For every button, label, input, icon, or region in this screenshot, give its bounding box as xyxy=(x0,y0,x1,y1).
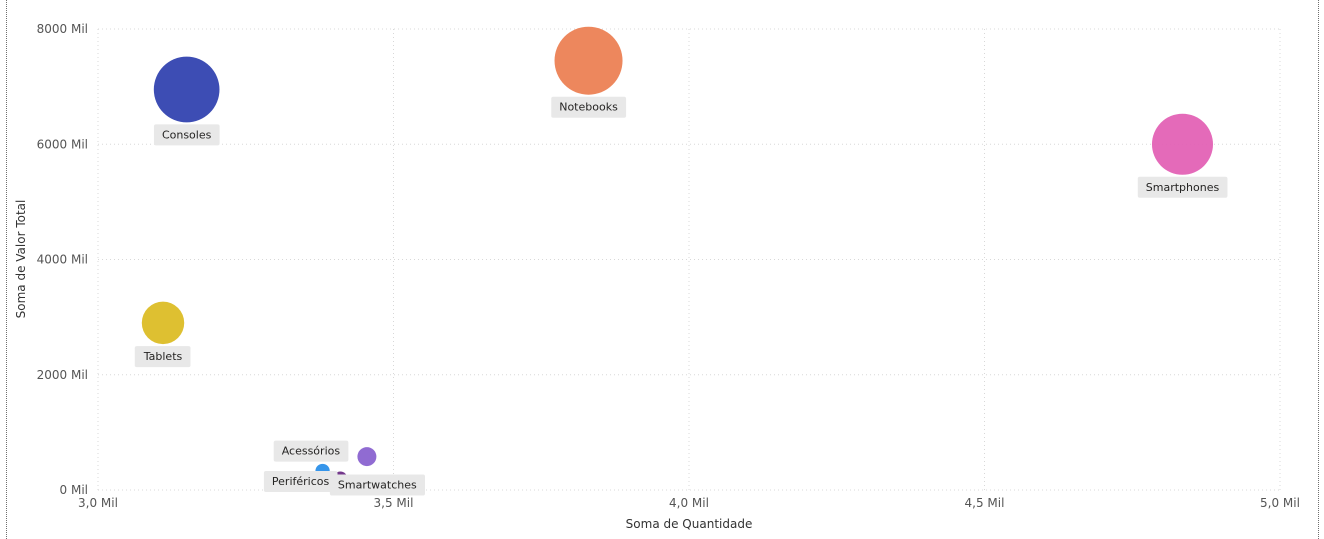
data-label-background xyxy=(273,440,349,462)
data-label-group: Consoles xyxy=(153,124,220,146)
data-label-background xyxy=(263,470,338,492)
y-tick-label: 4000 Mil xyxy=(37,253,88,267)
data-label-group: Smartwatches xyxy=(329,474,425,496)
data-label-background xyxy=(1137,176,1228,198)
x-tick-label: 4,5 Mil xyxy=(965,496,1005,510)
data-label-background xyxy=(153,124,220,146)
x-tick-label: 4,0 Mil xyxy=(669,496,709,510)
data-label-group: Notebooks xyxy=(551,96,627,118)
data-label-group: Periféricos xyxy=(263,470,338,492)
bubble-consoles[interactable] xyxy=(153,56,220,123)
x-axis-title: Soma de Quantidade xyxy=(626,517,753,531)
data-label-group: Acessórios xyxy=(273,440,349,462)
frame-edge-left xyxy=(6,0,7,539)
y-axis-title: Soma de Valor Total xyxy=(14,200,28,319)
data-label: Acessórios xyxy=(282,445,341,458)
bubble-notebooks[interactable] xyxy=(554,26,623,95)
x-tick-label: 3,0 Mil xyxy=(78,496,118,510)
label-layer: Consoles Notebooks Smartphones Tablets Acess… xyxy=(134,96,1228,496)
data-label: Consoles xyxy=(162,128,212,141)
bubble-acessrios[interactable] xyxy=(357,447,377,467)
tick-layer: 3,0 Mil 3,5 Mil 4,0 Mil 4,5 Mil 5,0 Mil 0 Mil… xyxy=(37,22,1300,510)
bubble-smartphones[interactable] xyxy=(1151,113,1213,175)
y-tick-label: 6000 Mil xyxy=(37,137,88,151)
y-tick-label: 8000 Mil xyxy=(37,22,88,36)
x-tick-label: 3,5 Mil xyxy=(374,496,414,510)
data-label-background xyxy=(551,96,627,118)
data-label: Smartwatches xyxy=(338,478,417,491)
y-tick-label: 0 Mil xyxy=(60,483,88,497)
frame-edge-right xyxy=(1318,0,1319,539)
data-label: Notebooks xyxy=(559,101,618,114)
data-label: Smartphones xyxy=(1146,181,1220,194)
data-label: Tablets xyxy=(143,350,183,363)
data-label-background xyxy=(329,474,425,496)
data-label-background xyxy=(134,346,191,368)
x-tick-label: 5,0 Mil xyxy=(1260,496,1300,510)
y-tick-label: 2000 Mil xyxy=(37,368,88,382)
data-label-group: Tablets xyxy=(134,346,191,368)
data-label: Periféricos xyxy=(272,475,330,488)
data-label-group: Smartphones xyxy=(1137,176,1228,198)
point-layer xyxy=(141,26,1213,486)
grid-layer xyxy=(97,28,1281,491)
bubble-tablets[interactable] xyxy=(141,301,185,345)
